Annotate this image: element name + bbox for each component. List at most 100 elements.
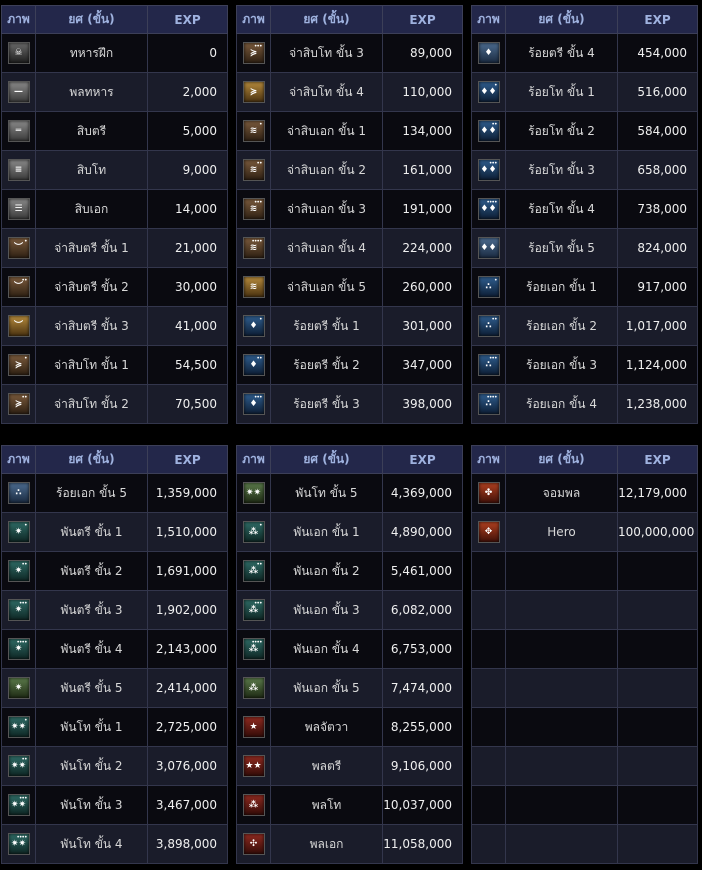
badge-glyph: ︶ — [13, 320, 23, 331]
badge-glyph: ⁂ — [248, 682, 259, 693]
table-row: ✷ • พันตรี ขั้น 1 1,510,000 — [1, 512, 228, 552]
rank-image-cell: ✷ • — [1, 512, 36, 552]
table-row: ✷✷ •• พันโท ขั้น 2 3,076,000 — [1, 746, 228, 786]
rank-table-5: ภาพ ยศ (ขั้น) EXP ✷✷ พันโท ขั้น 5 4,369,000 ⁂ •… — [236, 445, 463, 864]
table-row: ∴ ••• ร้อยเอก ขั้น 3 1,124,000 — [471, 345, 698, 385]
badge-glyph: ⁂ — [248, 565, 259, 576]
badge-step-dots: •• — [256, 160, 262, 167]
rank-name-cell: พลจัตวา — [270, 707, 383, 747]
rank-exp-cell: 1,017,000 — [617, 306, 698, 346]
double-star-badge-icon: ✷✷ ••• — [7, 794, 30, 816]
rank-name-cell: พลทหาร — [35, 72, 148, 112]
header-rank: ยศ (ขั้น) — [35, 5, 148, 34]
rank-exp-cell: 11,058,000 — [382, 824, 463, 864]
table-row: ≽ •• จ่าสิบโท ขั้น 2 70,500 — [1, 384, 228, 424]
rank-image-cell: ★★ — [236, 746, 271, 786]
rank-image-cell: ⁂ • — [236, 512, 271, 552]
rank-image-cell: ≋ — [236, 267, 271, 307]
rank-exp-cell — [617, 590, 698, 630]
rank-exp-cell: 3,076,000 — [147, 746, 228, 786]
badge-glyph: ♦♦ — [480, 125, 497, 136]
badge-glyph: ♦♦ — [480, 242, 497, 253]
rank-exp-cell: 6,753,000 — [382, 629, 463, 669]
badge-step-dots: •••• — [16, 834, 27, 841]
rank-name-cell: ร้อยเอก ขั้น 1 — [505, 267, 618, 307]
rank-image-cell: ✷✷ •••• — [1, 824, 36, 864]
rank-name-cell: พลตรี — [270, 746, 383, 786]
triple-star-badge-icon: ⁂ •• — [242, 560, 265, 582]
rank-exp-cell: 6,082,000 — [382, 590, 463, 630]
chevron-badge-icon: ︶ — [7, 315, 30, 337]
rank-image-cell: ♦ — [471, 33, 506, 73]
table-row — [471, 629, 698, 669]
rank-name-cell: พันตรี ขั้น 3 — [35, 590, 148, 630]
rank-table-4: ภาพ ยศ (ขั้น) EXP ∴ ร้อยเอก ขั้น 5 1,359,000 ✷… — [1, 445, 228, 864]
rank-exp-cell: 54,500 — [147, 345, 228, 385]
badge-glyph: ∴ — [485, 320, 492, 331]
rank-name-cell: พันเอก ขั้น 3 — [270, 590, 383, 630]
rank-name-cell: จ่าสิบโท ขั้น 2 — [35, 384, 148, 424]
single-pip-badge-icon: ♦ •• — [242, 354, 265, 376]
table-row: ∴ •••• ร้อยเอก ขั้น 4 1,238,000 — [471, 384, 698, 424]
rank-name-cell: จ่าสิบโท ขั้น 3 — [270, 33, 383, 73]
table-row: ≋ ••• จ่าสิบเอก ขั้น 3 191,000 — [236, 189, 463, 229]
badge-glyph: ✥ — [484, 526, 493, 537]
rank-exp-cell: 516,000 — [617, 72, 698, 112]
table-row: ≡ สิบโท 9,000 — [1, 150, 228, 190]
four-bar-badge-icon: ☰ — [7, 198, 30, 220]
table-row: ♦♦ • ร้อยโท ขั้น 1 516,000 — [471, 72, 698, 112]
rank-exp-cell: 5,461,000 — [382, 551, 463, 591]
triple-chevron-badge-icon: ≋ ••• — [242, 198, 265, 220]
rank-name-cell: Hero — [505, 512, 618, 552]
badge-glyph: ≋ — [249, 281, 258, 292]
rank-name-cell: ร้อยตรี ขั้น 3 — [270, 384, 383, 424]
rank-name-cell: พันเอก ขั้น 5 — [270, 668, 383, 708]
badge-glyph: ⁂ — [248, 604, 259, 615]
table-row: ∴ ร้อยเอก ขั้น 5 1,359,000 — [1, 473, 228, 513]
badge-step-dots: ••• — [18, 600, 28, 607]
rank-exp-cell — [617, 668, 698, 708]
badge-glyph: ✷✷ — [10, 838, 27, 849]
badge-glyph: ∴ — [485, 359, 492, 370]
rank-exp-cell: 454,000 — [617, 33, 698, 73]
table-row: ★★ พลตรี 9,106,000 — [236, 746, 463, 786]
table-row: ♦♦ ร้อยโท ขั้น 5 824,000 — [471, 228, 698, 268]
rank-exp-cell: 8,255,000 — [382, 707, 463, 747]
badge-glyph: ✷✷ — [10, 721, 27, 732]
chevron-badge-icon: ︶ • — [7, 237, 30, 259]
rank-image-cell: ≋ •••• — [236, 228, 271, 268]
badge-step-dots: •••• — [486, 199, 497, 206]
rank-image-cell: ≽ •• — [1, 384, 36, 424]
table-row: ✷✷ •••• พันโท ขั้น 4 3,898,000 — [1, 824, 228, 864]
rank-name-cell: จ่าสิบเอก ขั้น 4 — [270, 228, 383, 268]
general-three-star-badge-icon: ⁂ — [242, 794, 265, 816]
rank-exp-cell — [617, 629, 698, 669]
rank-name-cell: พันโท ขั้น 1 — [35, 707, 148, 747]
table-row: ✷✷ ••• พันโท ขั้น 3 3,467,000 — [1, 785, 228, 825]
badge-glyph: ★ — [249, 721, 258, 732]
rank-exp-cell: 1,902,000 — [147, 590, 228, 630]
triple-chevron-badge-icon: ≋ • — [242, 120, 265, 142]
triple-chevron-badge-icon: ≋ •• — [242, 159, 265, 181]
single-star-badge-icon: ✷ •• — [7, 560, 30, 582]
rank-exp-cell: 301,000 — [382, 306, 463, 346]
rank-image-cell: ∴ ••• — [471, 345, 506, 385]
badge-step-dots: ••• — [253, 199, 263, 206]
rank-exp-cell: 1,359,000 — [147, 473, 228, 513]
rank-name-cell: พันตรี ขั้น 2 — [35, 551, 148, 591]
badge-step-dots: • — [23, 355, 27, 362]
rank-name-cell: ร้อยโท ขั้น 5 — [505, 228, 618, 268]
triple-star-badge-icon: ⁂ — [242, 677, 265, 699]
rank-image-cell: ︶ • — [1, 228, 36, 268]
table-row: ≋ •• จ่าสิบเอก ขั้น 2 161,000 — [236, 150, 463, 190]
table-row — [471, 785, 698, 825]
general-two-star-badge-icon: ★★ — [242, 755, 265, 777]
header-exp: EXP — [617, 5, 698, 34]
table-row: ✷ •• พันตรี ขั้น 2 1,691,000 — [1, 551, 228, 591]
triple-star-badge-icon: ⁂ •••• — [242, 638, 265, 660]
rank-exp-cell: 21,000 — [147, 228, 228, 268]
rank-exp-cell: 1,691,000 — [147, 551, 228, 591]
rank-exp-cell: 658,000 — [617, 150, 698, 190]
rank-name-cell: ร้อยตรี ขั้น 4 — [505, 33, 618, 73]
header-rank: ยศ (ขั้น) — [35, 445, 148, 474]
